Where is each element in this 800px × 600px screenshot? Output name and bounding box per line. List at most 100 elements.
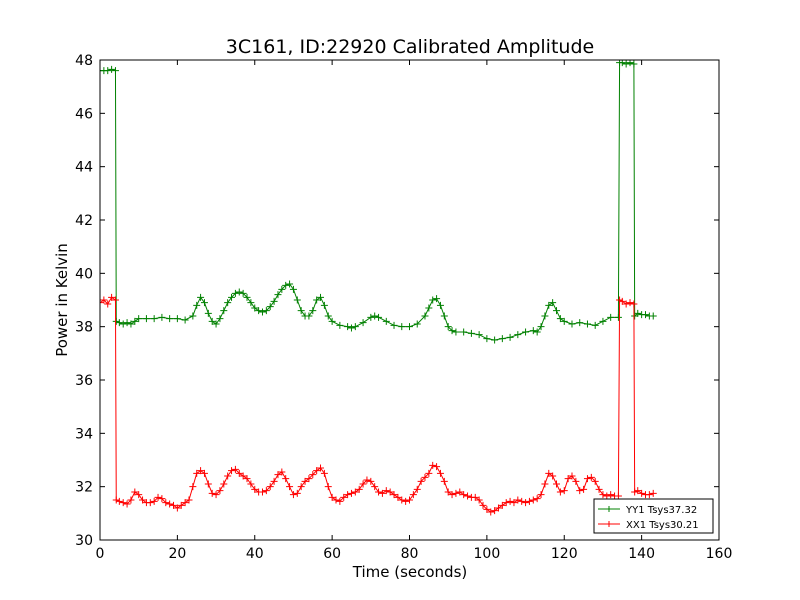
data-point	[266, 483, 274, 491]
data-point	[448, 327, 456, 335]
data-point	[139, 496, 147, 504]
legend: YY1 Tsys37.32 XX1 Tsys30.21	[593, 498, 714, 534]
data-point	[487, 508, 495, 516]
data-point	[112, 496, 120, 504]
data-point	[390, 321, 398, 329]
series-xx1	[100, 293, 657, 516]
y-tick-label: 36	[75, 373, 93, 389]
data-point	[448, 491, 456, 499]
data-point	[282, 281, 290, 289]
data-point	[649, 489, 657, 497]
data-point	[498, 501, 506, 509]
data-point	[115, 319, 123, 327]
data-point	[494, 504, 502, 512]
data-point	[359, 319, 367, 327]
data-point	[235, 469, 243, 477]
data-point	[100, 296, 108, 304]
data-point	[189, 312, 197, 320]
data-point	[587, 473, 595, 481]
data-point	[278, 285, 286, 293]
y-tick-label: 30	[75, 533, 93, 549]
data-point	[475, 331, 483, 339]
data-point	[282, 475, 290, 483]
data-point	[270, 477, 278, 485]
series-yy1	[100, 60, 657, 344]
data-point	[355, 485, 363, 493]
data-point	[220, 480, 228, 488]
data-point	[583, 320, 591, 328]
data-point	[193, 469, 201, 477]
data-point	[324, 312, 332, 320]
data-point	[115, 497, 123, 505]
data-point	[406, 323, 413, 331]
data-point	[506, 497, 514, 505]
axis-ticks: 0 20 40 60 80 100 120 140 160 30 32 34 36 38 40 42 44 46 4…	[75, 53, 732, 562]
data-point	[483, 505, 491, 513]
data-point	[529, 327, 537, 335]
data-point	[533, 328, 541, 336]
data-point	[328, 493, 336, 501]
data-point	[471, 493, 479, 501]
data-point	[228, 467, 236, 475]
data-point	[390, 491, 398, 499]
data-point	[630, 60, 638, 68]
data-point	[309, 307, 317, 315]
data-point	[274, 291, 282, 299]
data-point	[483, 335, 491, 343]
data-point	[502, 499, 510, 507]
data-point	[518, 497, 526, 505]
data-point	[100, 299, 104, 307]
data-point	[289, 285, 297, 293]
data-point	[197, 293, 205, 301]
data-point	[158, 313, 166, 321]
data-point	[564, 475, 572, 483]
y-axis-label: Power in Kelvin	[53, 243, 71, 357]
x-axis-label: Time (seconds)	[352, 563, 468, 581]
data-point	[189, 483, 197, 491]
data-point	[328, 317, 336, 325]
y-tick-label: 42	[75, 213, 93, 229]
data-point	[305, 312, 313, 320]
x-tick-label: 100	[474, 546, 501, 562]
legend-marker	[606, 521, 612, 527]
data-point	[506, 333, 514, 341]
data-point	[541, 480, 549, 488]
y-tick-label: 34	[75, 426, 93, 442]
data-point	[440, 312, 448, 320]
data-point	[429, 461, 437, 469]
data-point	[344, 491, 352, 499]
data-point	[297, 483, 305, 491]
data-point	[421, 473, 429, 481]
y-tick-label: 40	[75, 266, 93, 282]
legend-box	[593, 498, 714, 534]
chart-title: 3C161, ID:22920 Calibrated Amplitude	[226, 36, 594, 58]
data-point	[545, 469, 553, 477]
data-point	[549, 472, 557, 480]
data-point	[580, 485, 588, 493]
data-point	[150, 497, 158, 505]
data-point	[440, 477, 448, 485]
data-point	[313, 296, 321, 304]
data-point	[371, 312, 379, 320]
data-point	[510, 499, 518, 507]
data-point	[212, 320, 220, 328]
data-point	[425, 304, 433, 312]
data-point	[413, 485, 421, 493]
data-point	[258, 308, 266, 316]
data-point	[460, 328, 468, 336]
data-point	[200, 469, 208, 477]
data-point	[634, 487, 642, 495]
data-point	[228, 293, 236, 301]
data-point	[641, 311, 649, 319]
data-point	[289, 491, 297, 499]
data-point	[293, 296, 301, 304]
data-point	[371, 483, 379, 491]
data-point	[313, 467, 321, 475]
data-point	[208, 317, 216, 325]
data-point	[336, 321, 344, 329]
x-tick-label: 40	[246, 546, 264, 562]
data-point	[212, 491, 220, 499]
x-tick-label: 20	[168, 546, 186, 562]
data-point	[231, 465, 239, 473]
